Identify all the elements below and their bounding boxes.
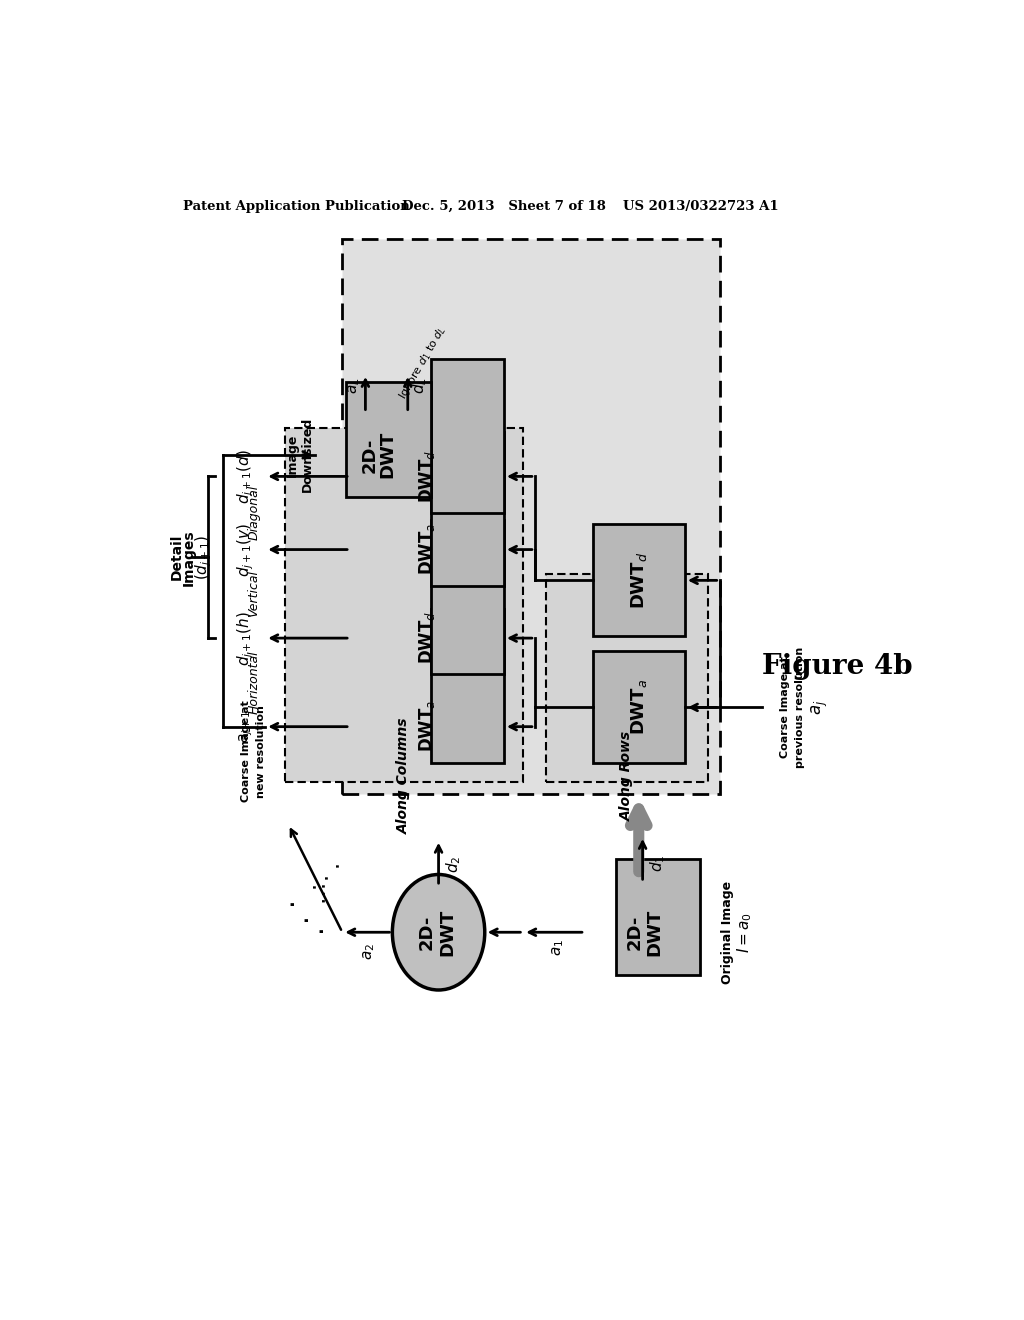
Text: Diagonal: Diagonal — [247, 484, 260, 540]
Text: $\cdot$: $\cdot$ — [294, 917, 322, 924]
Text: DWT$_a$: DWT$_a$ — [417, 523, 437, 576]
Text: DWT$_d$: DWT$_d$ — [629, 552, 649, 609]
Text: $d_L$: $d_L$ — [410, 378, 429, 395]
Text: Image: Image — [286, 433, 299, 477]
Text: $a_L$: $a_L$ — [346, 378, 361, 393]
Text: $d_2$: $d_2$ — [444, 855, 463, 873]
Ellipse shape — [392, 874, 484, 990]
FancyBboxPatch shape — [615, 859, 700, 974]
FancyBboxPatch shape — [431, 520, 504, 675]
Text: Downsized: Downsized — [301, 417, 314, 492]
FancyBboxPatch shape — [285, 428, 523, 781]
Text: Patent Application Publication: Patent Application Publication — [183, 199, 410, 213]
FancyBboxPatch shape — [346, 381, 431, 498]
Text: DWT$_d$: DWT$_d$ — [417, 611, 437, 664]
Text: DWT: DWT — [439, 908, 457, 956]
Text: Coarse Image at: Coarse Image at — [241, 701, 251, 803]
Text: Original Image: Original Image — [721, 880, 734, 983]
Text: $\cdot$: $\cdot$ — [305, 884, 326, 891]
Text: $a_j$: $a_j$ — [810, 700, 829, 715]
FancyBboxPatch shape — [431, 432, 504, 586]
Text: $\cdot$: $\cdot$ — [329, 863, 348, 870]
Text: $a_1$: $a_1$ — [550, 939, 566, 956]
FancyBboxPatch shape — [547, 574, 708, 781]
Text: Ignore $d_1$ to $d_L$: Ignore $d_1$ to $d_L$ — [396, 323, 450, 401]
Text: $a_2$: $a_2$ — [361, 942, 377, 960]
Text: $\cdot$: $\cdot$ — [316, 875, 337, 882]
FancyBboxPatch shape — [593, 524, 685, 636]
Text: $\cdots$: $\cdots$ — [313, 883, 333, 904]
Text: DWT: DWT — [379, 432, 396, 478]
Text: US 2013/0322723 A1: US 2013/0322723 A1 — [624, 199, 779, 213]
Text: $\cdot$: $\cdot$ — [309, 928, 337, 936]
FancyBboxPatch shape — [431, 609, 504, 763]
Text: 2D-: 2D- — [360, 437, 378, 473]
Text: Figure 4b: Figure 4b — [762, 653, 912, 680]
Text: $a_{j+1}$: $a_{j+1}$ — [238, 710, 255, 743]
Text: Vertical: Vertical — [247, 570, 260, 616]
Text: Dec. 5, 2013   Sheet 7 of 18: Dec. 5, 2013 Sheet 7 of 18 — [401, 199, 605, 213]
Text: $(d_{j+1})$: $(d_{j+1})$ — [194, 535, 214, 579]
Text: $\cdot$: $\cdot$ — [280, 902, 308, 909]
Text: $d_{j+1}(d)$: $d_{j+1}(d)$ — [236, 449, 256, 504]
Text: DWT$_d$: DWT$_d$ — [417, 450, 437, 503]
Text: new resolution: new resolution — [256, 705, 266, 797]
Text: $d_{j+1}(h)$: $d_{j+1}(h)$ — [236, 611, 256, 665]
Text: previous resolution: previous resolution — [796, 647, 806, 768]
Text: 2D-: 2D- — [626, 915, 644, 950]
Text: $I=a_0$: $I=a_0$ — [735, 912, 755, 953]
Text: Images: Images — [181, 529, 196, 586]
Text: DWT$_a$: DWT$_a$ — [629, 680, 649, 735]
Text: $d_{j+1}(v)$: $d_{j+1}(v)$ — [236, 523, 256, 577]
FancyBboxPatch shape — [431, 359, 504, 512]
Text: Horizontal: Horizontal — [247, 651, 260, 714]
Text: DWT: DWT — [645, 908, 664, 956]
Text: Coarse Image at: Coarse Image at — [780, 656, 791, 758]
Text: Along Columns: Along Columns — [397, 718, 411, 834]
Text: 2D-: 2D- — [418, 915, 436, 950]
Text: Detail: Detail — [170, 535, 183, 581]
FancyBboxPatch shape — [342, 239, 720, 793]
Text: $d_1$: $d_1$ — [648, 854, 668, 871]
Text: DWT$_a$: DWT$_a$ — [417, 701, 437, 752]
FancyBboxPatch shape — [593, 651, 685, 763]
Text: Along Rows: Along Rows — [621, 731, 634, 821]
